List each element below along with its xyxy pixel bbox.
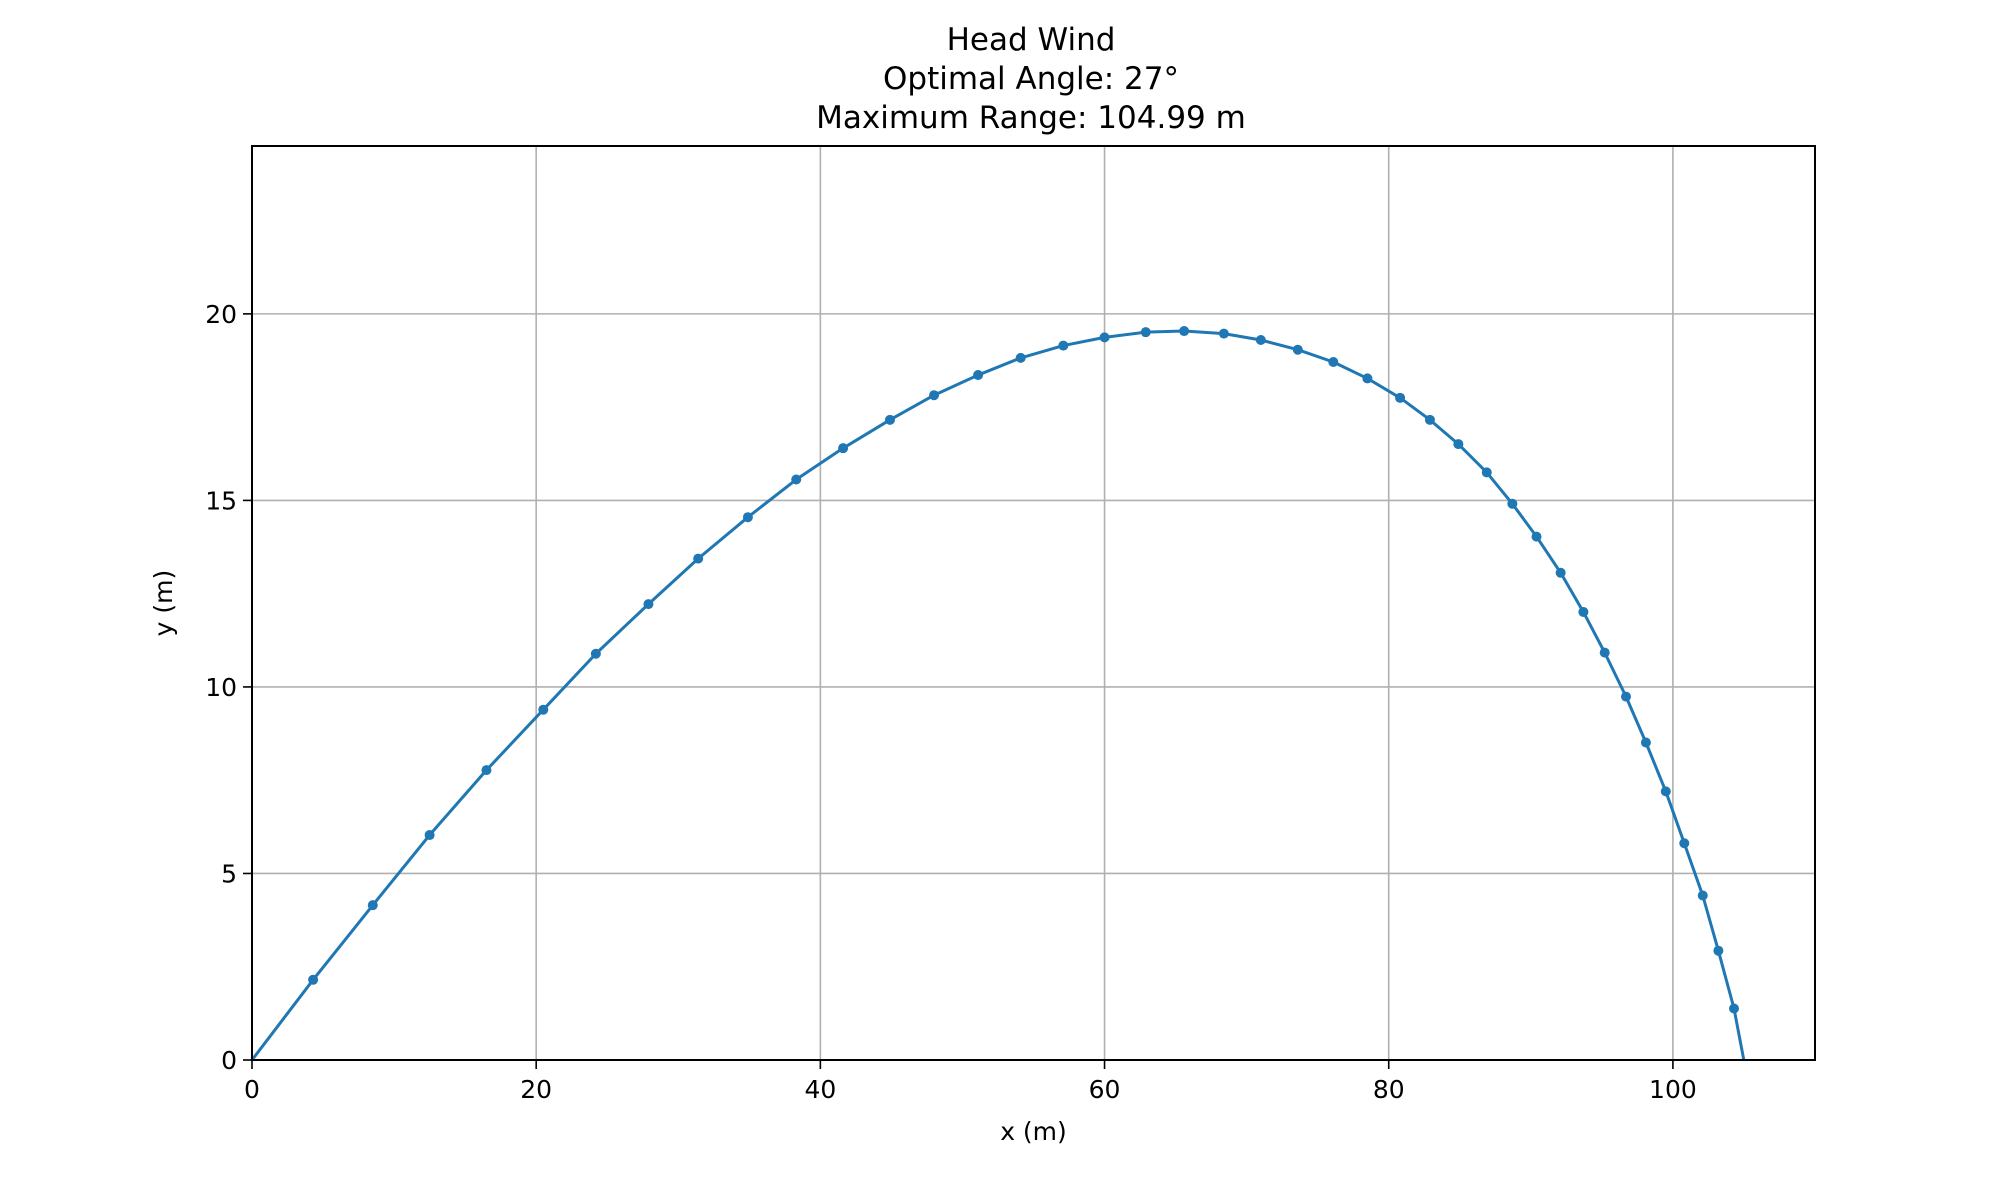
- data-point: [1697, 890, 1708, 901]
- data-point: [884, 414, 895, 425]
- data-point: [1328, 357, 1339, 367]
- data-point: [838, 443, 849, 454]
- chart-title: Head Wind Optimal Angle: 27° Maximum Ran…: [816, 22, 1246, 136]
- y-tick-label-10: 10: [205, 673, 237, 702]
- data-point: [742, 512, 753, 523]
- data-point: [1255, 334, 1266, 345]
- data-point: [1395, 392, 1406, 403]
- x-tick-label-20: 20: [520, 1075, 552, 1104]
- x-axis-label: x (m): [1000, 1117, 1067, 1146]
- data-point: [693, 553, 704, 564]
- x-tick-label-100: 100: [1649, 1075, 1697, 1104]
- data-point: [538, 704, 549, 715]
- data-point: [1140, 327, 1151, 338]
- data-point: [1292, 344, 1303, 355]
- plot-frame: [251, 145, 1816, 1061]
- x-tick-label-0: 0: [244, 1075, 260, 1104]
- data-point: [1621, 691, 1632, 702]
- y-tick-label-0: 0: [221, 1046, 237, 1075]
- data-point: [1713, 945, 1724, 956]
- title-line-1: Head Wind: [947, 22, 1116, 58]
- data-point: [1555, 567, 1566, 578]
- series-trajectory: [250, 326, 1746, 1061]
- x-tick-label-60: 60: [1089, 1075, 1121, 1104]
- data-point: [643, 599, 654, 610]
- data-point: [1179, 326, 1190, 337]
- data-point: [1507, 498, 1518, 509]
- x-tick-label-40: 40: [804, 1075, 836, 1104]
- data-point: [1362, 373, 1373, 384]
- y-tick-label-20: 20: [205, 300, 237, 329]
- data-point: [1660, 786, 1671, 797]
- y-tick-label-15: 15: [205, 486, 237, 515]
- data-point: [367, 900, 378, 911]
- axis-ticks: 0 20 40 60 80 100 0 5 10 15 20: [205, 300, 1697, 1104]
- data-point: [1424, 414, 1435, 425]
- data-point: [1015, 352, 1026, 363]
- data-point: [791, 474, 802, 485]
- data-point: [1599, 647, 1610, 658]
- data-point: [1679, 838, 1690, 849]
- data-point: [1218, 328, 1229, 339]
- y-tick-label-5: 5: [221, 859, 237, 888]
- y-axis-label: y (m): [149, 570, 178, 637]
- data-point: [1578, 606, 1589, 617]
- data-point: [1099, 332, 1110, 343]
- series-line: [250, 329, 1746, 1061]
- data-point: [590, 648, 601, 659]
- title-line-3: Maximum Range: 104.99 m: [816, 100, 1246, 136]
- x-tick-label-80: 80: [1373, 1075, 1405, 1104]
- data-point: [929, 390, 940, 401]
- grid: [251, 146, 1815, 1061]
- data-point: [1453, 439, 1464, 450]
- data-point: [973, 370, 984, 381]
- data-point: [1531, 531, 1542, 542]
- title-line-2: Optimal Angle: 27°: [883, 61, 1179, 97]
- data-point: [1729, 1003, 1740, 1014]
- data-point: [1058, 340, 1069, 351]
- data-point: [1640, 737, 1651, 748]
- data-point: [1481, 467, 1492, 478]
- data-point: [308, 974, 319, 985]
- data-point: [424, 830, 435, 841]
- data-point: [481, 765, 492, 776]
